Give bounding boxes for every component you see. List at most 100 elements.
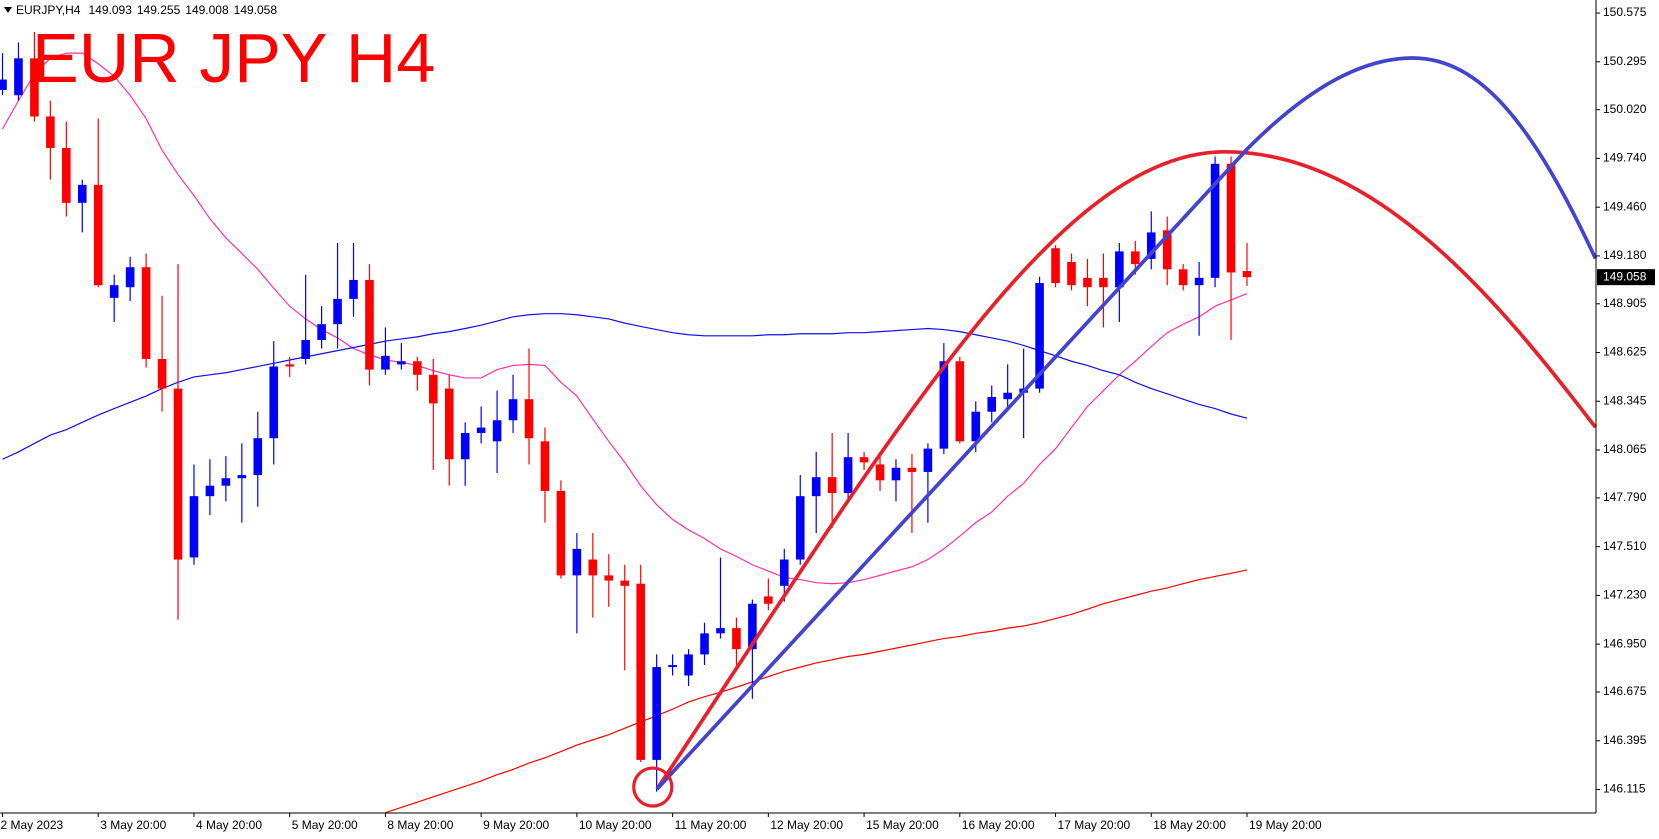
y-tick-label: 148.625 bbox=[1603, 345, 1647, 359]
candle-body bbox=[1226, 163, 1236, 273]
candle-body bbox=[540, 441, 550, 491]
indicator-line bbox=[1, 52, 1248, 585]
last-close: 149.058 bbox=[234, 3, 278, 17]
candle-body bbox=[125, 267, 135, 288]
candle-body bbox=[971, 411, 981, 442]
candle-body bbox=[301, 339, 310, 359]
candle-body bbox=[157, 358, 167, 389]
candle-body bbox=[349, 279, 358, 299]
x-tick-label: 15 May 20:00 bbox=[866, 818, 939, 832]
x-tick-label: 18 May 20:00 bbox=[1153, 818, 1226, 832]
candle-body bbox=[811, 477, 821, 497]
candle-body bbox=[987, 396, 997, 412]
candle-body bbox=[955, 361, 965, 442]
candle-body bbox=[891, 467, 901, 481]
candle-body bbox=[700, 633, 709, 655]
y-tick-label: 150.575 bbox=[1603, 5, 1647, 19]
y-tick-label: 148.065 bbox=[1603, 442, 1647, 456]
x-tick-label: 11 May 20:00 bbox=[675, 818, 747, 832]
candle-body bbox=[907, 467, 917, 472]
x-tick-label: 19 May 20:00 bbox=[1249, 818, 1322, 832]
candle-body bbox=[556, 490, 566, 576]
menu-triangle bbox=[4, 7, 12, 13]
candle-body bbox=[62, 147, 71, 203]
candle-body bbox=[764, 596, 773, 604]
annotations bbox=[632, 56, 1598, 808]
candle-body bbox=[492, 420, 502, 442]
candle-body bbox=[588, 559, 598, 576]
candle-body bbox=[444, 388, 454, 460]
candle-body bbox=[14, 58, 23, 96]
candle-body bbox=[779, 559, 789, 586]
last-low: 149.008 bbox=[185, 3, 229, 17]
candle-body bbox=[1035, 283, 1044, 389]
low-circle bbox=[632, 766, 674, 808]
last-open: 149.093 bbox=[88, 3, 132, 17]
candle-body bbox=[253, 438, 263, 476]
x-tick-label: 16 May 20:00 bbox=[962, 818, 1035, 832]
candle-body bbox=[732, 628, 741, 650]
y-tick-label: 149.460 bbox=[1603, 199, 1647, 213]
candle-body bbox=[636, 583, 645, 760]
candle-body bbox=[795, 496, 805, 560]
candle-body bbox=[859, 457, 869, 463]
candle-body bbox=[269, 366, 279, 439]
candle-body bbox=[1003, 392, 1012, 400]
candle-body bbox=[77, 184, 87, 203]
candle-body bbox=[748, 603, 757, 650]
candle-body bbox=[923, 448, 933, 472]
red-arc bbox=[655, 150, 1597, 791]
current-price-label: 149.058 bbox=[1603, 269, 1647, 283]
plot-area bbox=[0, 32, 1252, 813]
candle-body bbox=[604, 575, 614, 581]
candle-body bbox=[508, 399, 518, 421]
candle-body bbox=[875, 464, 885, 481]
candle-body bbox=[1242, 271, 1252, 278]
x-tick-label: 9 May 20:00 bbox=[483, 818, 549, 832]
candle-body bbox=[1131, 251, 1140, 265]
x-tick-label: 3 May 20:00 bbox=[100, 818, 166, 832]
candle-body bbox=[460, 432, 470, 460]
candle-body bbox=[0, 79, 7, 91]
candle-body bbox=[652, 667, 661, 760]
candle-body bbox=[221, 478, 231, 486]
y-tick-label: 147.510 bbox=[1603, 539, 1647, 553]
y-tick-label: 150.020 bbox=[1603, 102, 1647, 116]
candle-body bbox=[93, 184, 103, 286]
blue-curve bbox=[655, 56, 1598, 791]
x-tick-label: 10 May 20:00 bbox=[579, 818, 652, 832]
candle-body bbox=[237, 475, 247, 479]
candle-body bbox=[716, 628, 725, 634]
candle-body bbox=[46, 116, 55, 148]
candle-body bbox=[205, 485, 215, 497]
candle-body bbox=[397, 361, 406, 365]
candle-body bbox=[939, 361, 949, 449]
candle-body bbox=[1083, 277, 1092, 288]
y-tick-label: 146.950 bbox=[1603, 636, 1647, 650]
candle-body bbox=[381, 355, 390, 370]
y-tick-label: 148.345 bbox=[1603, 393, 1647, 407]
candle-body bbox=[30, 58, 39, 117]
y-tick-label: 148.905 bbox=[1603, 296, 1647, 310]
y-tick-label: 146.115 bbox=[1603, 782, 1646, 796]
candle-body bbox=[1210, 163, 1220, 278]
current-price-box bbox=[1597, 269, 1655, 286]
x-tick-label: 5 May 20:00 bbox=[292, 818, 358, 832]
candle-body bbox=[1178, 269, 1188, 286]
y-tick-label: 150.295 bbox=[1603, 54, 1647, 68]
x-tick-label: 4 May 20:00 bbox=[196, 818, 262, 832]
y-tick-label: 147.790 bbox=[1603, 490, 1647, 504]
symbol: EURJPY,H4 bbox=[16, 3, 81, 17]
chart-title: EUR JPY H4 bbox=[32, 19, 435, 97]
candle-body bbox=[476, 427, 486, 433]
x-tick-label: 12 May 20:00 bbox=[770, 818, 843, 832]
x-tick-label: 8 May 20:00 bbox=[387, 818, 453, 832]
x-tick-label: 2 May 2023 bbox=[1, 818, 64, 832]
candle-body bbox=[1051, 248, 1060, 284]
candle-body bbox=[365, 279, 374, 370]
candle-body bbox=[843, 457, 853, 494]
y-tick-label: 149.740 bbox=[1603, 151, 1647, 165]
x-tick-label: 17 May 20:00 bbox=[1058, 818, 1131, 832]
